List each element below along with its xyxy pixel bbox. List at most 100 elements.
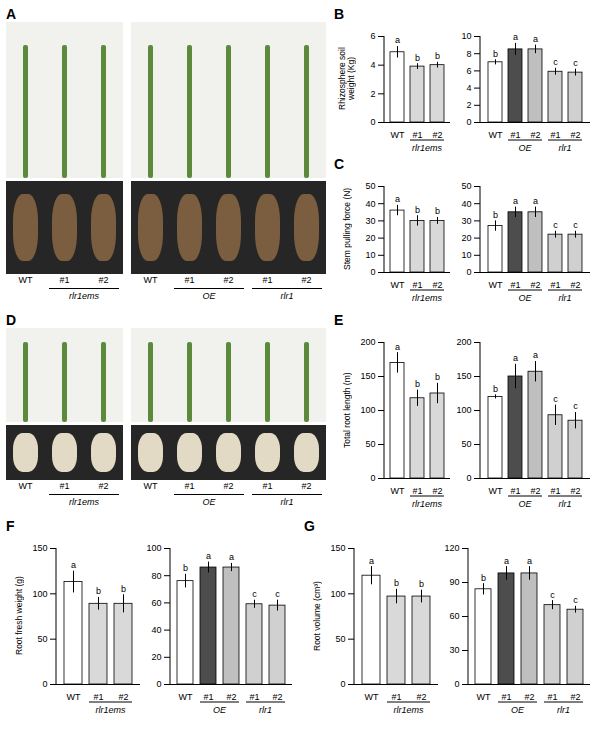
svg-text:50: 50	[461, 181, 471, 191]
svg-text:40: 40	[151, 625, 161, 635]
svg-text:150: 150	[32, 543, 47, 553]
svg-text:#1: #1	[510, 280, 520, 290]
svg-text:a: a	[206, 551, 211, 561]
svg-text:b: b	[183, 563, 188, 573]
svg-text:#2: #2	[570, 486, 580, 496]
svg-text:0: 0	[156, 679, 161, 689]
svg-text:a: a	[71, 560, 76, 570]
svg-text:#1: #1	[412, 280, 422, 290]
svg-text:WT: WT	[477, 692, 491, 702]
svg-text:10: 10	[365, 250, 375, 260]
svg-text:rlr1: rlr1	[557, 705, 570, 715]
svg-text:rlr1ems: rlr1ems	[412, 143, 443, 153]
svg-text:0: 0	[42, 679, 47, 689]
svg-text:#2: #2	[530, 130, 540, 140]
svg-text:50: 50	[461, 439, 471, 449]
svg-text:100: 100	[146, 543, 161, 553]
svg-text:150: 150	[330, 543, 345, 553]
svg-text:40: 40	[461, 199, 471, 209]
svg-text:30: 30	[461, 216, 471, 226]
svg-text:rlr1ems: rlr1ems	[412, 293, 443, 303]
svg-text:#2: #2	[118, 692, 128, 702]
svg-text:4: 4	[466, 83, 471, 93]
svg-text:c: c	[573, 220, 578, 230]
svg-text:WT: WT	[489, 130, 503, 140]
svg-text:WT: WT	[391, 130, 405, 140]
svg-text:30: 30	[365, 216, 375, 226]
svg-text:0: 0	[466, 267, 471, 277]
svg-text:#1: #1	[501, 692, 511, 702]
svg-text:#1: #1	[93, 692, 103, 702]
svg-text:WT: WT	[67, 692, 81, 702]
svg-text:#2: #2	[570, 280, 580, 290]
svg-text:c: c	[553, 394, 558, 404]
svg-text:b: b	[493, 384, 498, 394]
svg-text:OE: OE	[518, 293, 532, 303]
svg-text:200: 200	[456, 337, 471, 347]
svg-text:b: b	[415, 205, 420, 215]
svg-text:a: a	[395, 35, 400, 45]
svg-text:b: b	[419, 579, 424, 589]
svg-text:b: b	[121, 584, 126, 594]
svg-text:0: 0	[340, 679, 345, 689]
svg-text:0: 0	[454, 679, 459, 689]
svg-text:40: 40	[365, 199, 375, 209]
svg-text:c: c	[573, 401, 578, 411]
svg-text:100: 100	[360, 405, 375, 415]
svg-text:rlr1ems: rlr1ems	[393, 705, 424, 715]
svg-text:200: 200	[360, 337, 375, 347]
svg-text:50: 50	[365, 439, 375, 449]
svg-text:c: c	[553, 57, 558, 67]
svg-text:a: a	[395, 342, 400, 352]
svg-text:#2: #2	[524, 692, 534, 702]
svg-text:100: 100	[32, 589, 47, 599]
svg-text:WT: WT	[365, 692, 379, 702]
svg-text:10: 10	[461, 31, 471, 41]
svg-text:a: a	[513, 196, 518, 206]
svg-text:90: 90	[449, 577, 459, 587]
svg-text:rlr1: rlr1	[259, 705, 272, 715]
svg-text:WT: WT	[391, 486, 405, 496]
svg-text:b: b	[481, 573, 486, 583]
svg-text:rlr1: rlr1	[559, 143, 572, 153]
svg-text:WT: WT	[391, 280, 405, 290]
svg-text:50: 50	[365, 181, 375, 191]
svg-text:a: a	[229, 552, 234, 562]
svg-text:50: 50	[335, 634, 345, 644]
svg-text:WT: WT	[179, 692, 193, 702]
svg-text:a: a	[533, 350, 538, 360]
svg-text:0: 0	[370, 267, 375, 277]
svg-text:b: b	[96, 586, 101, 596]
svg-text:#2: #2	[570, 692, 580, 702]
svg-text:OE: OE	[518, 143, 532, 153]
svg-text:50: 50	[37, 634, 47, 644]
svg-text:2: 2	[370, 89, 375, 99]
svg-text:100: 100	[330, 589, 345, 599]
svg-text:30: 30	[449, 645, 459, 655]
svg-text:6: 6	[466, 66, 471, 76]
svg-text:#1: #1	[412, 486, 422, 496]
svg-text:4: 4	[370, 60, 375, 70]
svg-text:#1: #1	[203, 692, 213, 702]
svg-text:#1: #1	[547, 692, 557, 702]
svg-text:OE: OE	[511, 705, 525, 715]
svg-text:a: a	[369, 556, 374, 566]
svg-text:a: a	[527, 556, 532, 566]
svg-text:rlr1ems: rlr1ems	[412, 499, 443, 509]
svg-text:OE: OE	[518, 499, 532, 509]
svg-text:#2: #2	[432, 486, 442, 496]
svg-text:#1: #1	[510, 130, 520, 140]
svg-text:#2: #2	[432, 130, 442, 140]
svg-text:0: 0	[466, 117, 471, 127]
svg-text:rlr1: rlr1	[559, 499, 572, 509]
svg-text:2: 2	[466, 100, 471, 110]
svg-text:20: 20	[151, 652, 161, 662]
svg-text:c: c	[550, 590, 555, 600]
svg-text:b: b	[394, 578, 399, 588]
svg-text:WT: WT	[489, 486, 503, 496]
svg-text:b: b	[435, 51, 440, 61]
svg-text:60: 60	[449, 611, 459, 621]
svg-text:c: c	[275, 589, 280, 599]
svg-text:c: c	[252, 589, 257, 599]
svg-text:a: a	[533, 196, 538, 206]
